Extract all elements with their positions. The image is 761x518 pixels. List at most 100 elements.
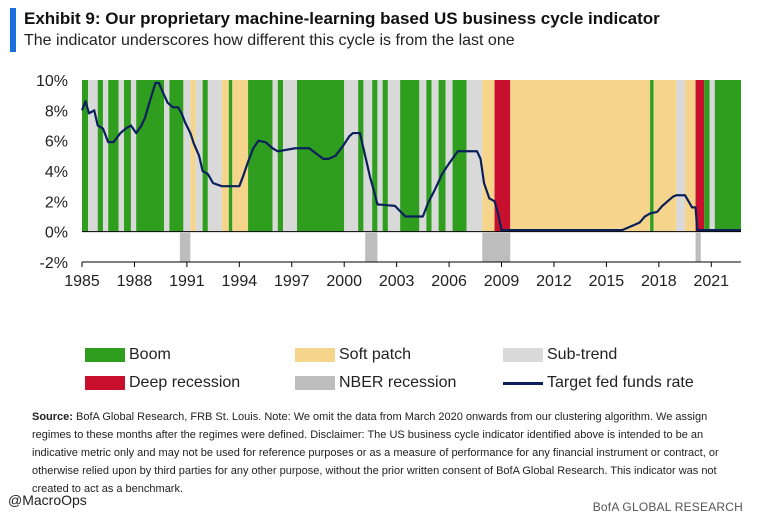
y-tick-label: 4% xyxy=(45,164,68,181)
nber-recession-bars xyxy=(179,232,701,262)
regime-band-soft xyxy=(221,80,229,232)
regime-band-boom xyxy=(97,80,103,232)
regime-band-boom xyxy=(438,80,446,232)
regime-band-boom xyxy=(400,80,420,232)
regime-band-boom xyxy=(704,80,710,232)
regime-band-boom xyxy=(277,80,284,232)
regime-band-sub xyxy=(207,80,222,232)
regime-band-sub xyxy=(676,80,686,232)
regime-band-deep xyxy=(494,80,511,232)
legend-item-nber-recession: NBER recession xyxy=(295,372,456,394)
regime-band-sub xyxy=(466,80,483,232)
title-accent-bar xyxy=(10,8,16,52)
regime-band-boom xyxy=(123,80,131,232)
regime-band-sub xyxy=(118,80,124,232)
legend-item-deep-recession: Deep recession xyxy=(85,372,240,394)
regime-band-sub xyxy=(272,80,278,232)
regime-band-sub xyxy=(164,80,170,232)
regime-band-boom xyxy=(382,80,388,232)
regime-band-soft xyxy=(190,80,196,232)
regime-band-sub xyxy=(344,80,359,232)
x-tick-label: 2003 xyxy=(379,273,415,290)
legend-label-boom: Boom xyxy=(129,346,171,363)
y-tick-label: 8% xyxy=(45,103,68,120)
regime-band-boom xyxy=(650,80,654,232)
x-tick-label: 2009 xyxy=(484,273,520,290)
x-tick-label: 1997 xyxy=(274,273,310,290)
legend-swatch-sub-trend xyxy=(503,348,543,362)
regime-band-soft xyxy=(510,80,651,232)
y-tick-label: 0% xyxy=(45,225,68,242)
regime-band-sub xyxy=(377,80,383,232)
axes: -2% 0% 2% 4% 6% 8% 10% 1985 1988 1991 1994 1997 2000… xyxy=(36,73,741,290)
legend-label-fed-funds-rate: Target fed funds rate xyxy=(547,374,694,391)
regime-band-sub xyxy=(88,80,98,232)
legend-swatch-boom xyxy=(85,348,125,362)
regime-band-soft xyxy=(232,80,249,232)
regime-band-sub xyxy=(431,80,439,232)
regime-band-boom xyxy=(169,80,184,232)
x-tick-label: 2018 xyxy=(641,273,677,290)
y-tick-label: -2% xyxy=(40,255,68,272)
regime-band-sub xyxy=(445,80,453,232)
chart-subtitle: The indicator underscores how different … xyxy=(24,32,515,49)
legend: Boom Soft patch Sub-trend Deep recession… xyxy=(85,340,725,394)
regime-band-boom xyxy=(714,80,741,232)
x-tick-label: 1991 xyxy=(169,273,205,290)
legend-item-fed-funds-rate: Target fed funds rate xyxy=(503,372,694,394)
regime-band-boom xyxy=(108,80,119,232)
watermark-text: @MacroOps xyxy=(353,273,437,290)
regime-band-sub xyxy=(102,80,109,232)
chart-title: Exhibit 9: Our proprietary machine-learn… xyxy=(24,9,660,28)
legend-label-soft-patch: Soft patch xyxy=(339,346,412,363)
x-tick-label: 2006 xyxy=(431,273,467,290)
x-tick-label: 2021 xyxy=(693,273,729,290)
regime-band-sub xyxy=(709,80,715,232)
regime-band-soft xyxy=(685,80,696,232)
fed-funds-rate-line xyxy=(80,81,741,232)
business-cycle-chart: @MacroOps -2% 0% 2% 4% 6% 8% 10% 1985 1988 1991 19… xyxy=(36,73,741,290)
legend-swatch-nber-recession xyxy=(295,376,335,390)
regime-band-boom xyxy=(202,80,208,232)
legend-swatch-deep-recession xyxy=(85,376,125,390)
regime-band-boom xyxy=(248,80,273,232)
legend-item-sub-trend: Sub-trend xyxy=(503,344,617,366)
y-tick-label: 2% xyxy=(45,194,68,211)
nber-recession-bar xyxy=(482,232,511,262)
regime-band-sub xyxy=(387,80,401,232)
regime-band-sub xyxy=(183,80,191,232)
regime-band-deep xyxy=(695,80,705,232)
legend-item-soft-patch: Soft patch xyxy=(295,344,411,366)
legend-label-deep-recession: Deep recession xyxy=(129,374,241,391)
regime-band-soft xyxy=(653,80,677,232)
x-tick-label: 1994 xyxy=(222,273,258,290)
regime-band-boom xyxy=(228,80,233,232)
x-tick-label: 2000 xyxy=(326,273,362,290)
regime-band-boom xyxy=(82,80,89,232)
nber-recession-bar xyxy=(179,232,191,262)
regime-band-soft xyxy=(482,80,495,232)
x-tick-label: 1985 xyxy=(64,273,100,290)
y-tick-label: 10% xyxy=(36,73,68,90)
regime-band-boom xyxy=(372,80,378,232)
regime-band-sub xyxy=(283,80,298,232)
x-tick-label: 2015 xyxy=(589,273,625,290)
nber-recession-bar xyxy=(365,232,378,262)
source-note: Source: BofA Global Research, FRB St. Lo… xyxy=(32,408,742,498)
legend-item-boom: Boom xyxy=(85,344,171,366)
regime-band-sub xyxy=(363,80,373,232)
regime-band-sub xyxy=(130,80,137,232)
legend-label-nber-recession: NBER recession xyxy=(339,374,457,391)
nber-recession-bar xyxy=(695,232,701,262)
regime-band-sub xyxy=(419,80,427,232)
regime-bands xyxy=(82,80,741,232)
footer-brand: BofA GLOBAL RESEARCH xyxy=(592,500,743,514)
regime-band-boom xyxy=(136,80,165,232)
source-label: Source: xyxy=(32,411,73,423)
regime-band-boom xyxy=(358,80,364,232)
source-text: BofA Global Research, FRB St. Louis. Not… xyxy=(32,411,719,495)
legend-swatch-soft-patch xyxy=(295,348,335,362)
regime-band-boom xyxy=(452,80,467,232)
x-tick-label: 2012 xyxy=(536,273,572,290)
y-tick-label: 6% xyxy=(45,134,68,151)
